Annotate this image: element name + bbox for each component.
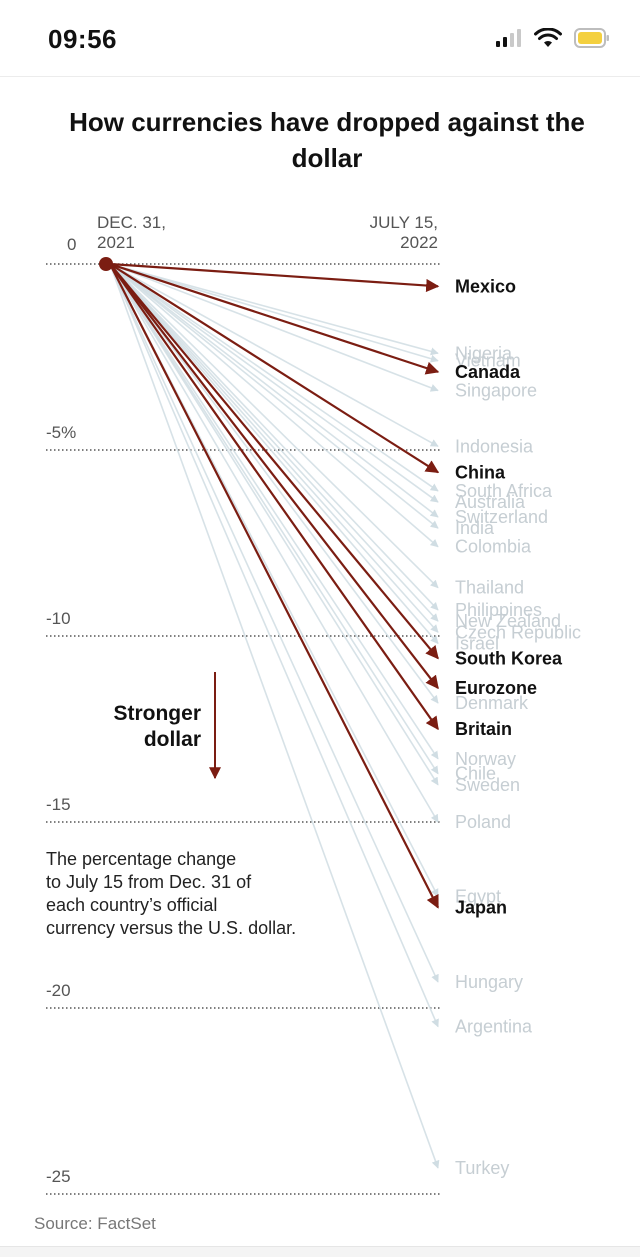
highlight-series-layer <box>99 257 440 909</box>
series-arrow <box>109 263 439 983</box>
series-label: Eurozone <box>455 678 537 698</box>
status-time: 09:56 <box>48 24 117 54</box>
note-text: to July 15 from Dec. 31 of <box>46 872 252 892</box>
series-arrow <box>109 262 440 293</box>
series-arrow <box>109 263 439 529</box>
y-tick-label: -20 <box>46 981 71 1000</box>
series-label: Mexico <box>455 276 516 296</box>
series-label: South Africa <box>455 481 553 501</box>
source-note: Source: FactSet <box>34 1214 156 1233</box>
series-arrow <box>109 263 439 760</box>
series-label: Canada <box>455 362 521 382</box>
x-label-end: JULY 15, <box>370 213 438 232</box>
y-tick-label: -5% <box>46 423 76 442</box>
note-text: currency versus the U.S. dollar. <box>46 918 296 938</box>
series-label: Turkey <box>455 1158 509 1178</box>
series-label: China <box>455 462 506 482</box>
series-label: Britain <box>455 719 512 739</box>
series-arrow <box>109 263 439 660</box>
status-icons <box>496 28 610 48</box>
series-label: Switzerland <box>455 507 548 527</box>
series-label: Nigeria <box>455 343 513 363</box>
series-arrow <box>109 263 439 492</box>
series-label: Vietnam <box>455 351 521 371</box>
series-label: Japan <box>455 898 507 918</box>
series-label: New Zealand <box>455 611 561 631</box>
series-label: Norway <box>455 749 516 769</box>
home-indicator-area <box>0 1246 640 1257</box>
annotation-label: Stronger <box>113 702 201 725</box>
annotation-layer: Stronger dollar The percentage change to Ju… <box>34 672 296 1233</box>
series-arrow <box>109 263 439 823</box>
series-label: Israel <box>455 633 499 653</box>
series-arrow <box>109 263 439 589</box>
cellular-signal-icon <box>496 29 521 47</box>
note-text: each country’s official <box>46 895 217 915</box>
series-arrow <box>109 263 439 503</box>
series-label: Australia <box>455 492 526 512</box>
series-arrow <box>109 263 439 518</box>
series-arrow <box>109 263 439 786</box>
series-arrow <box>109 263 439 548</box>
y-tick-label: -15 <box>46 795 71 814</box>
annotation-label: dollar <box>144 728 201 751</box>
series-arrow <box>109 263 439 622</box>
series-label: Denmark <box>455 693 529 713</box>
series-arrow <box>109 263 439 704</box>
series-label: Chile <box>455 764 496 784</box>
series-label: Philippines <box>455 600 542 620</box>
series-arrow <box>109 263 439 611</box>
axis-layer: 0 -5% -10 -15 -20 -25 DEC. 31,2021 JULY 15,2022 <box>46 213 438 1186</box>
series-arrow <box>109 263 439 356</box>
x-label-end: 2022 <box>400 233 438 252</box>
series-label: Poland <box>455 812 511 832</box>
chart-title: How currencies have dropped against the … <box>69 107 585 173</box>
series-label: Thailand <box>455 578 524 598</box>
note-text: The percentage change <box>46 849 236 869</box>
series-arrow <box>109 263 439 363</box>
series-arrow <box>109 263 439 731</box>
wifi-icon <box>534 28 562 47</box>
x-label-start: DEC. 31, <box>97 213 166 232</box>
series-arrow <box>109 263 439 909</box>
y-tick-label: 0 <box>67 235 76 254</box>
series-label: Czech Republic <box>455 622 581 642</box>
series-label: Argentina <box>455 1017 533 1037</box>
series-arrow <box>109 262 440 375</box>
series-arrow <box>109 263 440 474</box>
status-bar: 09:56 <box>0 0 640 77</box>
series-label: India <box>455 518 495 538</box>
battery-icon <box>574 28 609 48</box>
series-arrow <box>109 263 439 775</box>
series-label: Colombia <box>455 537 532 557</box>
y-tick-label: -25 <box>46 1167 71 1186</box>
x-label-start: 2021 <box>97 233 135 252</box>
origin-dot <box>99 257 113 271</box>
series-arrow <box>109 263 439 633</box>
series-label: Sweden <box>455 775 520 795</box>
series-label: Egypt <box>455 886 501 906</box>
y-tick-label: -10 <box>46 609 71 628</box>
series-arrow <box>109 263 440 1169</box>
series-label: Singapore <box>455 380 537 400</box>
series-label: Hungary <box>455 972 523 992</box>
series-arrow <box>109 263 439 392</box>
muted-series-layer <box>109 263 440 1169</box>
series-arrow <box>109 263 439 645</box>
series-arrow <box>109 263 439 690</box>
series-label: Indonesia <box>455 436 534 456</box>
series-arrow <box>109 263 439 447</box>
series-label: South Korea <box>455 648 563 668</box>
grid-layer <box>46 263 440 1195</box>
series-arrow <box>109 263 439 1028</box>
